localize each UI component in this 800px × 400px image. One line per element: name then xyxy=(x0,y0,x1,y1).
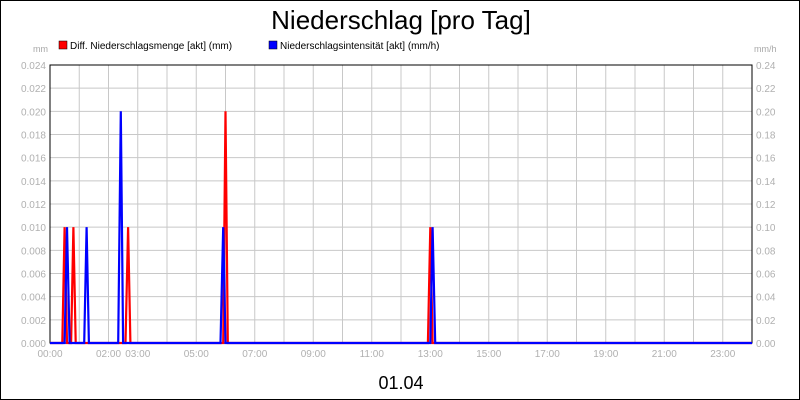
y-left-tick-label: 0.024 xyxy=(21,61,46,72)
y-left-tick-label: 0.006 xyxy=(21,270,46,281)
y-left-tick-label: 0.002 xyxy=(21,316,46,327)
x-tick-label: 02:00 xyxy=(96,349,121,360)
y-right-tick-label: 0.00 xyxy=(756,339,776,350)
x-tick-label: 19:00 xyxy=(593,349,618,360)
y-right-tick-label: 0.20 xyxy=(756,107,776,118)
series-line-2 xyxy=(50,111,752,345)
legend-label-series-1: Diff. Niederschlagsmenge [akt] (mm) xyxy=(70,41,232,52)
x-tick-label: 21:00 xyxy=(652,349,677,360)
y-right-tick-label: 0.18 xyxy=(756,131,776,142)
series-layer xyxy=(50,111,752,345)
x-tick-label: 17:00 xyxy=(535,349,560,360)
legend-swatch-series-2 xyxy=(268,40,278,50)
y-right-tick-label: 0.04 xyxy=(756,293,776,304)
chart-title: Niederschlag [pro Tag] xyxy=(271,5,531,35)
x-tick-label: 13:00 xyxy=(418,349,443,360)
legend-swatch-series-1 xyxy=(58,40,68,50)
y-left-tick-label: 0.004 xyxy=(21,293,46,304)
y-left-tick-label: 0.000 xyxy=(21,339,46,350)
y-left-tick-label: 0.012 xyxy=(21,200,46,211)
y-right-tick-label: 0.08 xyxy=(756,246,776,257)
y-right-tick-label: 0.06 xyxy=(756,270,776,281)
x-tick-label: 23:00 xyxy=(710,349,735,360)
y-left-tick-label: 0.020 xyxy=(21,107,46,118)
y-right-tick-label: 0.24 xyxy=(756,61,776,72)
y-left-tick-label: 0.016 xyxy=(21,154,46,165)
x-tick-label: 11:00 xyxy=(360,349,385,360)
x-tick-label: 03:00 xyxy=(125,349,150,360)
y-left-tick-label: 0.014 xyxy=(21,177,46,188)
y-left-ticks: 0.000 0.002 0.004 0.006 0.008 0.010 0.012 0.014… xyxy=(21,61,46,350)
legend: Diff. Niederschlagsmenge [akt] (mm) Nied… xyxy=(58,40,440,52)
y-left-unit-label: mm xyxy=(33,44,48,54)
y-right-unit-label: mm/h xyxy=(754,44,777,54)
x-ticks: 00:00 02:00 03:00 05:00 07:00 09:00 11:00 13:00… xyxy=(37,349,735,360)
x-tick-label: 00:00 xyxy=(37,349,62,360)
y-right-tick-label: 0.02 xyxy=(756,316,776,327)
y-right-ticks: 0.00 0.02 0.04 0.06 0.08 0.10 0.12 0.14 0.16 0.18… xyxy=(756,61,776,350)
x-axis-label: 01.04 xyxy=(378,373,423,393)
grid xyxy=(50,64,752,344)
y-left-tick-label: 0.018 xyxy=(21,131,46,142)
y-right-tick-label: 0.10 xyxy=(756,223,776,234)
y-right-tick-label: 0.22 xyxy=(756,84,776,95)
y-right-tick-label: 0.14 xyxy=(756,177,776,188)
legend-label-series-2: Niederschlagsintensität [akt] (mm/h) xyxy=(280,41,440,52)
y-right-tick-label: 0.12 xyxy=(756,200,776,211)
x-tick-label: 09:00 xyxy=(301,349,326,360)
x-tick-label: 05:00 xyxy=(184,349,209,360)
y-left-tick-label: 0.010 xyxy=(21,223,46,234)
y-right-tick-label: 0.16 xyxy=(756,154,776,165)
y-left-tick-label: 0.022 xyxy=(21,84,46,95)
y-left-tick-label: 0.008 xyxy=(21,246,46,257)
x-tick-label: 07:00 xyxy=(242,349,267,360)
x-tick-label: 15:00 xyxy=(476,349,501,360)
